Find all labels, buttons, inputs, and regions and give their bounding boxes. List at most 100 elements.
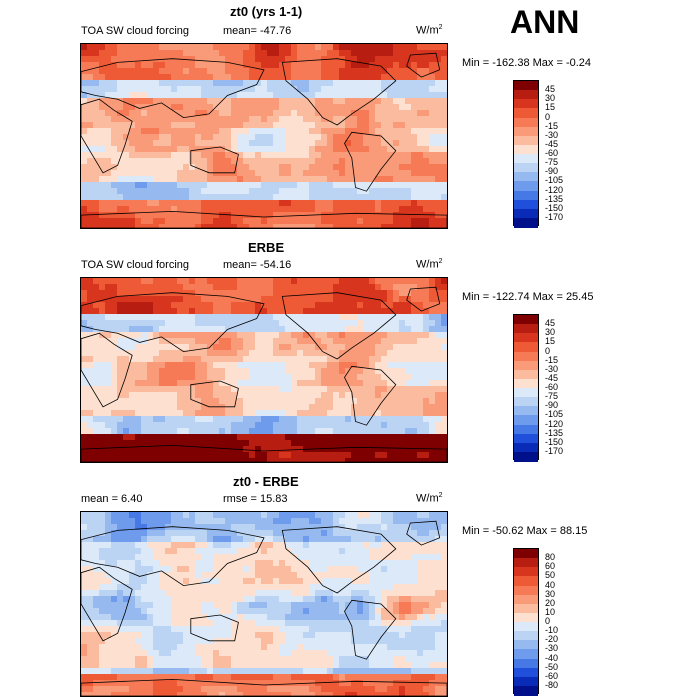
field-cell	[99, 164, 106, 171]
field-cell	[435, 566, 442, 573]
field-cell	[207, 590, 214, 597]
field-cell	[249, 98, 256, 105]
field-cell	[93, 224, 100, 228]
field-cell	[261, 182, 268, 189]
field-cell	[291, 314, 298, 321]
field-cell	[321, 530, 328, 537]
field-cell	[363, 602, 370, 609]
field-cell	[93, 608, 100, 615]
field-cell	[231, 302, 238, 309]
field-cell	[225, 344, 232, 351]
field-cell	[387, 440, 394, 447]
field-cell	[417, 278, 424, 285]
field-cell	[195, 104, 202, 111]
field-cell	[279, 332, 286, 339]
field-cell	[333, 518, 340, 525]
field-cell	[423, 284, 430, 291]
field-cell	[339, 74, 346, 81]
field-cell	[165, 362, 172, 369]
field-cell	[87, 566, 94, 573]
field-cell	[171, 530, 178, 537]
field-cell	[261, 446, 268, 453]
field-cell	[231, 584, 238, 591]
field-cell	[369, 80, 376, 87]
field-cell	[333, 170, 340, 177]
field-cell	[375, 344, 382, 351]
field-cell	[105, 362, 112, 369]
field-cell	[363, 560, 370, 567]
field-cell	[435, 596, 442, 603]
field-cell	[411, 590, 418, 597]
field-cell	[303, 380, 310, 387]
field-cell	[117, 308, 124, 315]
field-cell	[213, 62, 220, 69]
field-cell	[291, 140, 298, 147]
field-cell	[435, 122, 442, 129]
field-cell	[171, 338, 178, 345]
field-cell	[405, 428, 412, 435]
field-cell	[153, 188, 160, 195]
field-cell	[237, 146, 244, 153]
field-cell	[339, 104, 346, 111]
field-cell	[117, 344, 124, 351]
field-cell	[279, 368, 286, 375]
field-cell	[87, 572, 94, 579]
field-cell	[231, 362, 238, 369]
field-cell	[387, 452, 394, 459]
field-cell	[153, 386, 160, 393]
field-cell	[111, 158, 118, 165]
field-cell	[111, 392, 118, 399]
field-cell	[255, 332, 262, 339]
panel-units-model: W/m2	[416, 24, 443, 37]
field-cell	[165, 218, 172, 225]
field-cell	[369, 614, 376, 621]
field-cell	[279, 410, 286, 417]
field-cell	[99, 584, 106, 591]
field-cell	[195, 392, 202, 399]
field-cell	[243, 548, 250, 555]
field-cell	[327, 518, 334, 525]
field-cell	[147, 428, 154, 435]
field-cell	[285, 458, 292, 462]
field-cell	[117, 566, 124, 573]
field-cell	[351, 518, 358, 525]
field-cell	[357, 404, 364, 411]
field-cell	[207, 566, 214, 573]
field-cell	[237, 50, 244, 57]
field-cell	[273, 374, 280, 381]
field-cell	[267, 290, 274, 297]
field-cell	[165, 380, 172, 387]
field-cell	[135, 596, 142, 603]
field-cell	[249, 92, 256, 99]
field-cell	[213, 308, 220, 315]
field-cell	[135, 152, 142, 159]
field-cell	[243, 146, 250, 153]
field-cell	[303, 374, 310, 381]
field-cell	[411, 170, 418, 177]
field-cell	[237, 194, 244, 201]
field-cell	[117, 416, 124, 423]
field-cell	[267, 170, 274, 177]
field-cell	[87, 596, 94, 603]
field-cell	[279, 602, 286, 609]
field-cell	[279, 608, 286, 615]
field-cell	[411, 164, 418, 171]
field-cell	[81, 452, 88, 459]
field-cell	[423, 560, 430, 567]
field-cell	[147, 188, 154, 195]
field-cell	[231, 404, 238, 411]
field-cell	[195, 98, 202, 105]
field-cell	[351, 332, 358, 339]
field-cell	[153, 620, 160, 627]
field-cell	[375, 614, 382, 621]
field-cell	[381, 362, 388, 369]
colorbar-swatch	[514, 369, 538, 380]
field-cell	[177, 110, 184, 117]
field-cell	[135, 158, 142, 165]
field-cell	[441, 104, 447, 111]
field-cell	[255, 68, 262, 75]
field-cell	[303, 590, 310, 597]
field-cell	[333, 332, 340, 339]
field-cell	[441, 566, 447, 573]
field-cell	[225, 176, 232, 183]
